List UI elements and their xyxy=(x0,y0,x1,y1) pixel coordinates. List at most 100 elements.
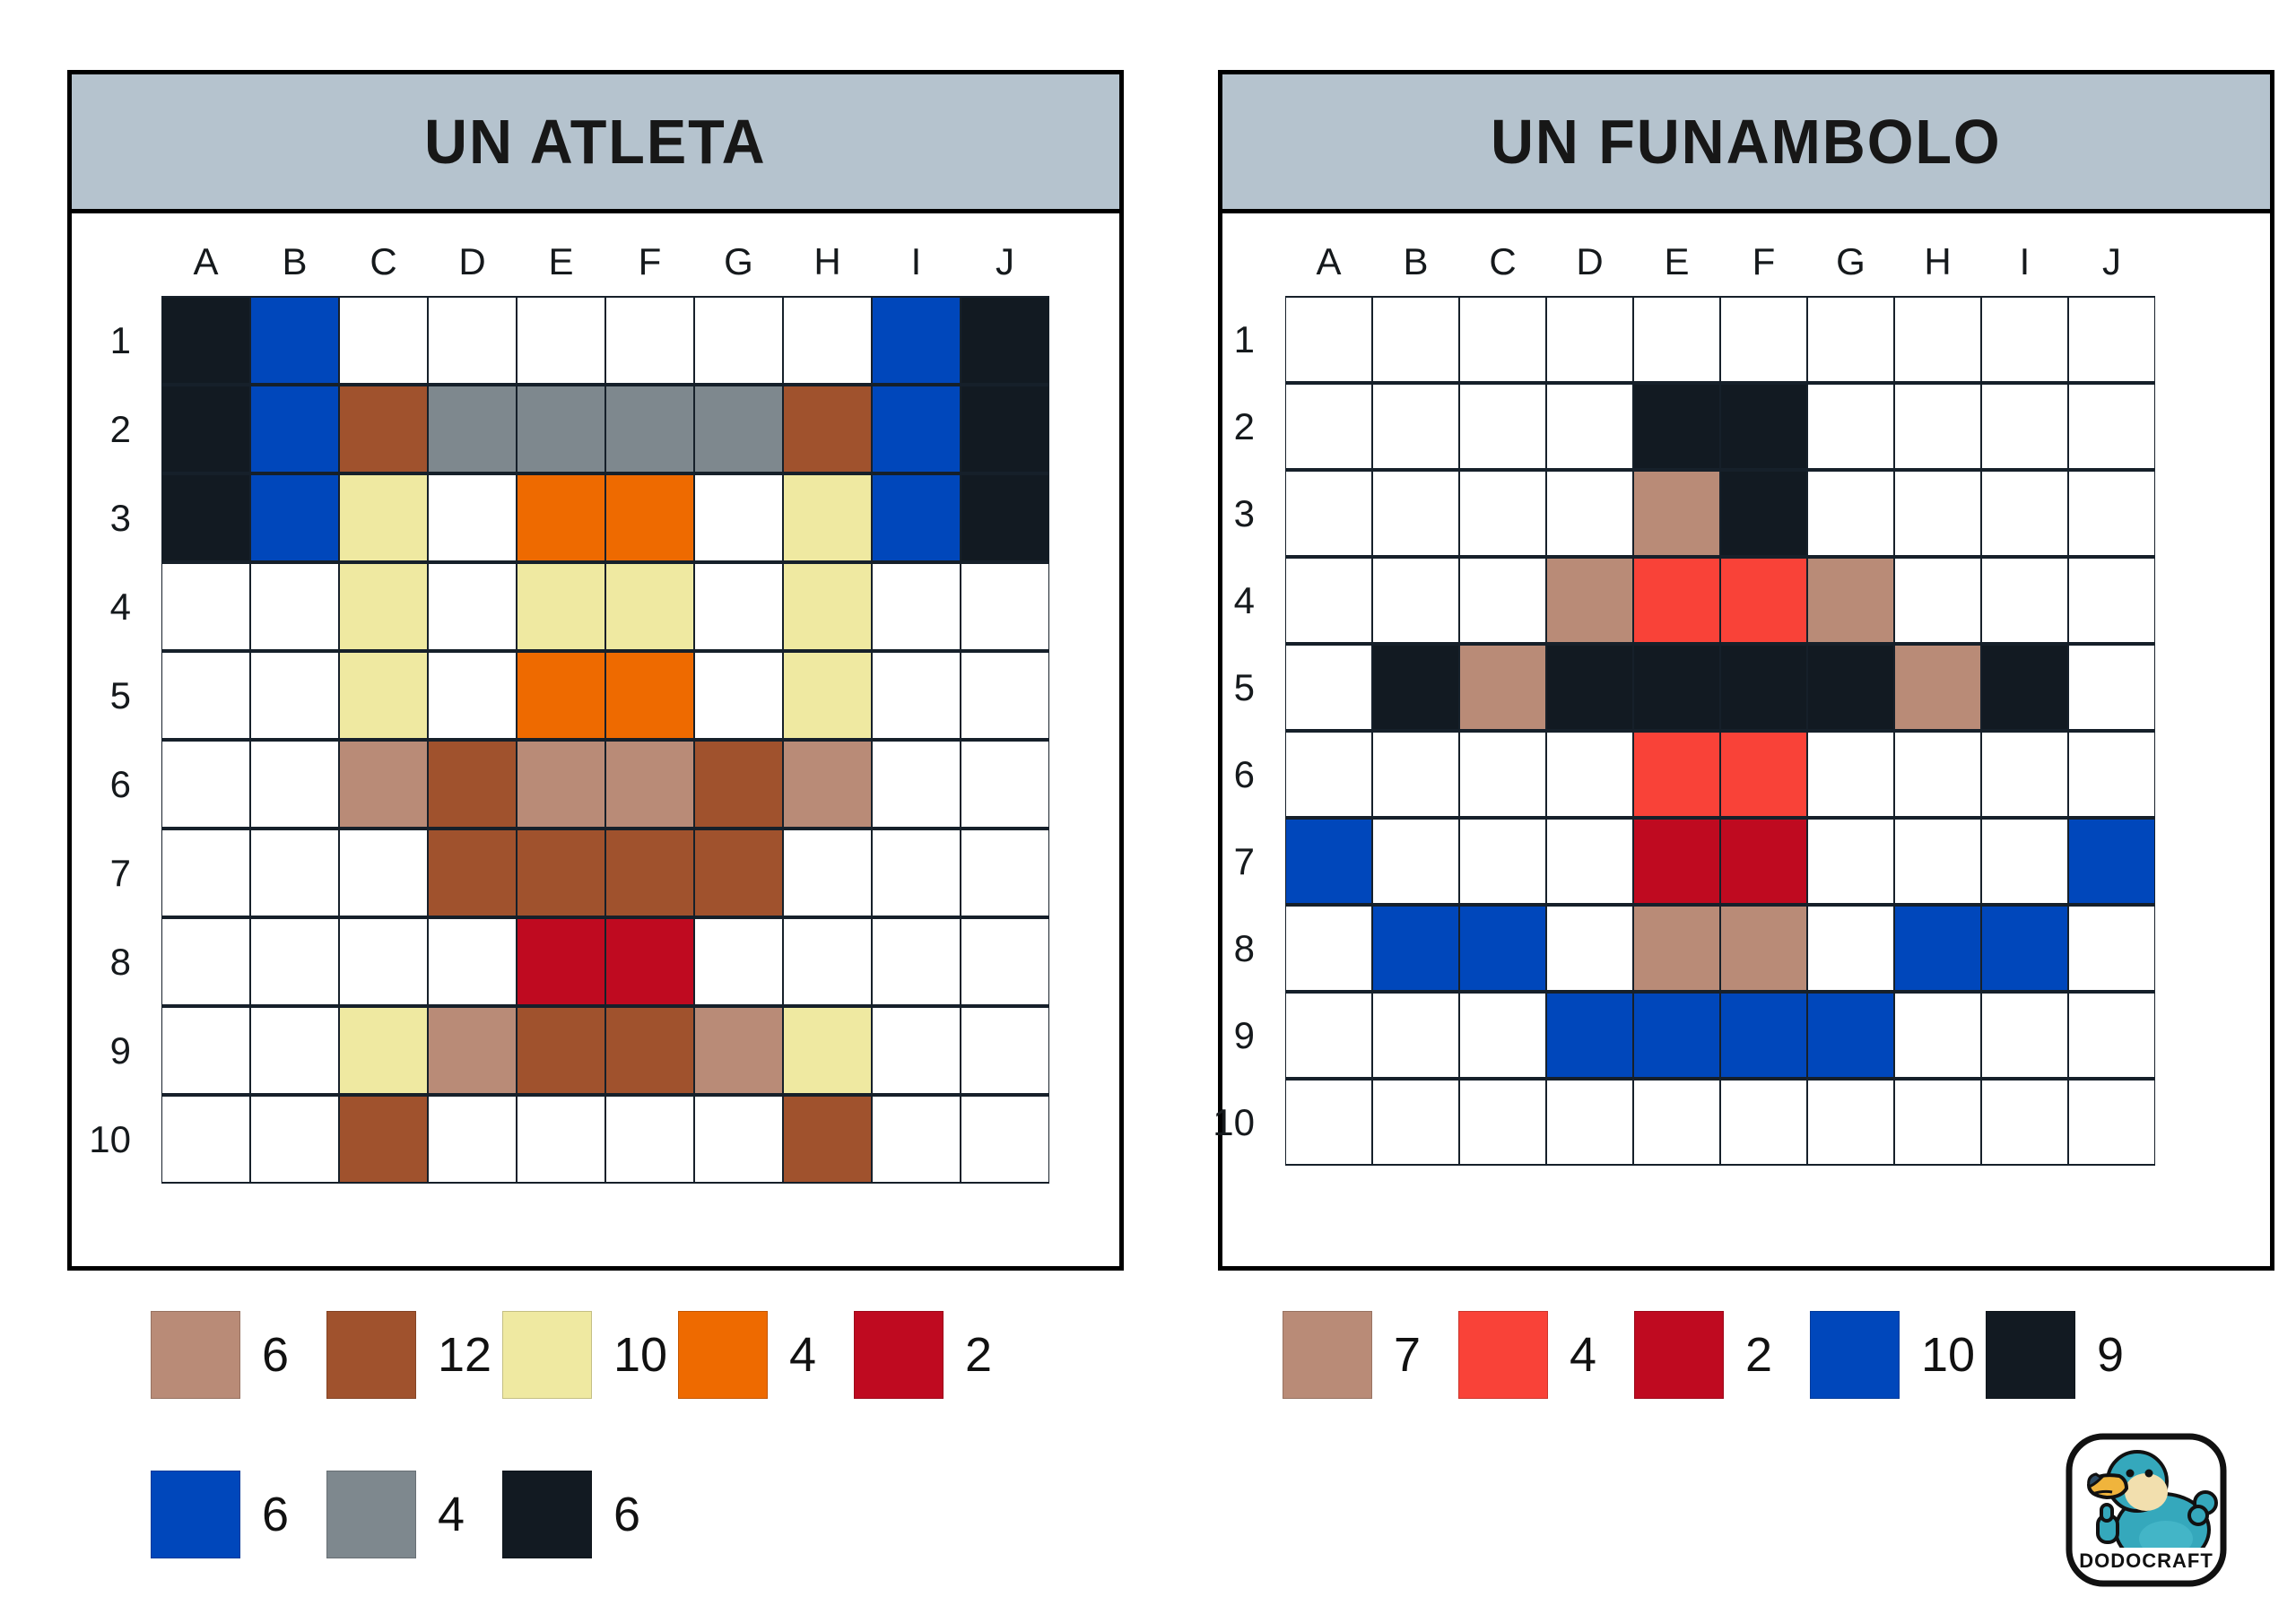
grid-cell-blue xyxy=(1285,818,1372,905)
panel-title-bar: UN FUNAMBOLO xyxy=(1222,74,2270,213)
column-header: C xyxy=(370,240,397,282)
grid-cell-white xyxy=(961,1095,1049,1184)
grid-cell-white xyxy=(1981,1079,2068,1166)
row-header: 7 xyxy=(109,851,131,894)
grid-cell-white xyxy=(1981,470,2068,557)
grid-cell-white xyxy=(161,651,250,740)
grid-cell-blue xyxy=(1807,992,1894,1079)
legend-swatch-rosy-brown xyxy=(1283,1311,1372,1399)
column-header: A xyxy=(1316,240,1342,282)
panel-funambolo: UN FUNAMBOLO A B C D E F G H I J 1 2 3 4 5 6 7 8 9 10 xyxy=(1213,70,2274,1271)
grid-cell-rosy-brown xyxy=(339,740,428,829)
grid-cell-white xyxy=(1633,296,1720,383)
legend-swatch-gray xyxy=(326,1471,416,1558)
grid-cell-white xyxy=(2068,383,2155,470)
legend-swatch-black xyxy=(1986,1311,2075,1399)
grid-cell-white xyxy=(250,651,339,740)
grid-cell-white xyxy=(1807,296,1894,383)
grid-cell-white xyxy=(1459,731,1546,818)
grid-cell-white xyxy=(428,296,517,385)
grid-cell-white xyxy=(339,917,428,1006)
grid-cell-orange xyxy=(517,651,605,740)
logo-text: DODOCRAFT xyxy=(2079,1549,2213,1572)
grid-cell-white xyxy=(872,562,961,651)
legend-swatch-orange xyxy=(678,1311,768,1399)
grid-cell-white xyxy=(2068,470,2155,557)
legend-atleta-row-2: 6 4 6 xyxy=(151,1471,678,1558)
legend-count: 12 xyxy=(438,1328,492,1382)
grid-cell-white xyxy=(961,829,1049,917)
grid-cell-white xyxy=(161,917,250,1006)
grid-cell-white xyxy=(250,562,339,651)
grid-cell-white xyxy=(161,829,250,917)
grid-cell-brown xyxy=(517,1006,605,1095)
legend-count: 9 xyxy=(2097,1328,2125,1382)
grid-cell-white xyxy=(1807,470,1894,557)
grid-cell-orange xyxy=(605,651,694,740)
grid-cell-white xyxy=(1459,296,1546,383)
grid-cell-white xyxy=(1894,731,1981,818)
grid-cell-blue xyxy=(250,473,339,562)
grid-cell-rosy-brown xyxy=(1633,470,1720,557)
column-header: J xyxy=(996,240,1014,282)
grid-cell-white xyxy=(1459,1079,1546,1166)
row-header: 3 xyxy=(109,496,131,539)
grid-cell-brown xyxy=(517,829,605,917)
grid-cell-blue xyxy=(2068,818,2155,905)
grid-cell-white xyxy=(1285,296,1372,383)
grid-cell-white xyxy=(1981,296,2068,383)
row-header: 7 xyxy=(1233,839,1255,882)
grid-cell-white xyxy=(1459,557,1546,644)
legend-item: 9 xyxy=(1986,1311,2161,1399)
column-header: B xyxy=(282,240,308,282)
grid-cell-blue xyxy=(1720,992,1807,1079)
grid-cell-white xyxy=(1372,470,1459,557)
grid-cell-blue xyxy=(250,385,339,473)
grid-cell-white xyxy=(961,917,1049,1006)
grid-cell-rosy-brown xyxy=(783,740,872,829)
grid-cell-white xyxy=(2068,905,2155,992)
grid-cell-white xyxy=(872,1095,961,1184)
grid-cell-pale-yellow xyxy=(783,1006,872,1095)
grid-cell-pale-yellow xyxy=(339,562,428,651)
grid-cell-white xyxy=(1546,383,1633,470)
legend-count: 6 xyxy=(613,1488,641,1541)
grid-cell-brown xyxy=(339,385,428,473)
row-header: 2 xyxy=(109,407,131,450)
legend-atleta-row-1: 6 12 10 4 2 xyxy=(151,1311,1030,1399)
grid-cell-brown xyxy=(783,1095,872,1184)
grid-cell-white xyxy=(872,917,961,1006)
grid-cell-rosy-brown xyxy=(1633,905,1720,992)
grid-cell-brown xyxy=(428,740,517,829)
grid-cell-white xyxy=(1981,992,2068,1079)
grid-cell-white xyxy=(517,296,605,385)
column-header: B xyxy=(1403,240,1429,282)
grid-cell-white xyxy=(428,473,517,562)
grid-cell-white xyxy=(694,651,783,740)
grid-cell-white xyxy=(1807,383,1894,470)
grid-cell-black xyxy=(961,385,1049,473)
row-header: 4 xyxy=(1233,578,1255,621)
grid-cell-white xyxy=(250,829,339,917)
grid-cell-white xyxy=(2068,644,2155,731)
row-header: 1 xyxy=(109,318,131,361)
row-header: 5 xyxy=(109,673,131,716)
grid-cell-black xyxy=(1981,644,2068,731)
grid-cell-dark-red xyxy=(1633,818,1720,905)
grid-cell-orange xyxy=(605,473,694,562)
grid-cell-pale-yellow xyxy=(517,562,605,651)
grid-cell-white xyxy=(1285,557,1372,644)
grid-cell-blue xyxy=(872,296,961,385)
grid-cell-white xyxy=(339,296,428,385)
grid-cell-white xyxy=(161,562,250,651)
grid-cell-blue xyxy=(1894,905,1981,992)
grid-cell-white xyxy=(1546,1079,1633,1166)
column-header: E xyxy=(548,240,574,282)
grid-cell-black xyxy=(1807,644,1894,731)
legend-count: 7 xyxy=(1394,1328,1422,1382)
grid-cell-dark-red xyxy=(605,917,694,1006)
column-header: F xyxy=(1752,240,1776,282)
row-header: 10 xyxy=(89,1117,131,1160)
legend-item: 6 xyxy=(151,1471,326,1558)
legend-count: 2 xyxy=(965,1328,993,1382)
